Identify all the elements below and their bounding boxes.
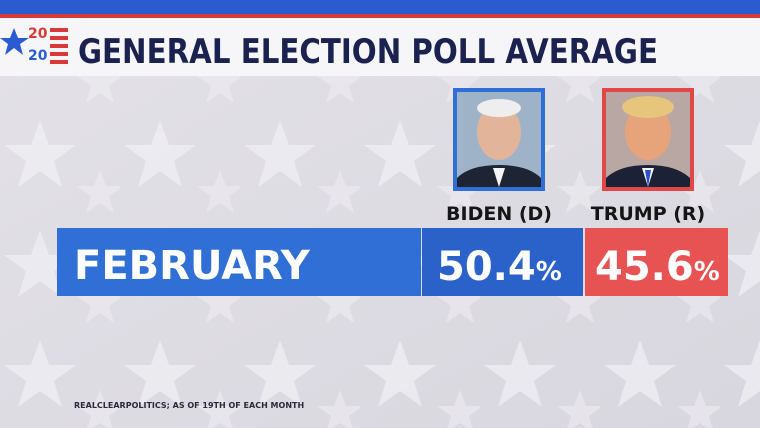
value-number: 45.6: [595, 244, 694, 290]
value-cell-dem: [422, 228, 583, 296]
top-strip: [0, 0, 760, 14]
value-unit: %: [536, 257, 562, 287]
column-header: BIDEN (D): [446, 203, 552, 225]
value-rep: 45.6%: [595, 244, 720, 290]
title-bar: [0, 18, 760, 76]
logo-stripes: [50, 28, 68, 64]
top-stripe: [0, 14, 760, 18]
row-label: FEBRUARY: [74, 243, 311, 289]
value-unit: %: [694, 257, 720, 287]
row-label-cell: [57, 228, 421, 296]
column-header: TRUMP (R): [591, 203, 705, 225]
footnote: REALCLEARPOLITICS; AS OF 19TH OF EACH MO…: [74, 401, 304, 410]
portrait-trump: [602, 88, 694, 191]
logo-star: [0, 28, 29, 55]
value-cell-rep: [585, 228, 728, 296]
logo-bottom: 20: [28, 48, 48, 64]
portrait-biden: [453, 88, 545, 191]
logo-top: 20: [28, 26, 48, 42]
value-dem: 50.4%: [437, 244, 562, 290]
title: GENERAL ELECTION POLL AVERAGE: [78, 32, 658, 72]
value-number: 50.4: [437, 244, 536, 290]
